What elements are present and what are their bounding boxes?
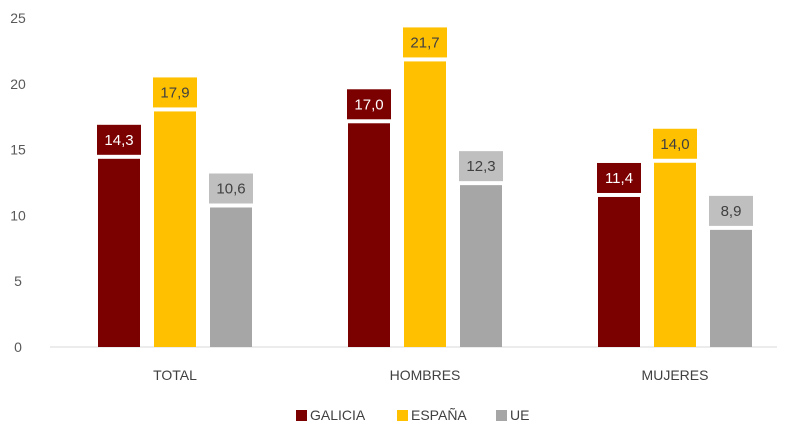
data-label: 14,0 <box>660 136 689 153</box>
y-axis: 0 5 10 15 20 25 <box>10 10 26 355</box>
bar-galicia-hombres <box>348 123 390 347</box>
data-label-box <box>97 124 141 155</box>
data-label-box <box>653 128 697 159</box>
data-label-box <box>709 195 753 226</box>
y-tick-label: 15 <box>10 142 26 158</box>
y-tick-label: 10 <box>10 207 26 223</box>
bar-españa-total <box>154 111 196 347</box>
legend-label-galicia: GALICIA <box>310 407 366 423</box>
data-label-box <box>209 173 253 204</box>
data-label: 21,7 <box>410 34 439 51</box>
bars <box>98 61 752 347</box>
data-label: 12,3 <box>466 158 495 175</box>
bar-ue-mujeres <box>710 229 752 347</box>
bar-galicia-mujeres <box>598 196 640 347</box>
data-label: 14,3 <box>104 132 133 149</box>
legend-label-españa: ESPAÑA <box>411 407 467 423</box>
data-label-box <box>347 89 391 120</box>
y-tick-label: 25 <box>10 10 26 26</box>
data-label-box <box>597 162 641 193</box>
category-label-total: TOTAL <box>153 367 197 383</box>
category-labels: TOTAL HOMBRES MUJERES <box>153 367 708 383</box>
legend-swatch-galicia <box>296 410 307 421</box>
bar-españa-mujeres <box>654 162 696 347</box>
data-label: 17,9 <box>160 84 189 101</box>
legend-swatch-ue <box>496 410 507 421</box>
bar-ue-hombres <box>460 185 502 347</box>
data-label: 17,0 <box>354 96 383 113</box>
data-label-box <box>153 77 197 108</box>
legend: GALICIA ESPAÑA UE <box>296 407 529 423</box>
data-label: 8,9 <box>721 203 742 220</box>
bar-ue-total <box>210 207 252 347</box>
y-tick-label: 0 <box>14 339 22 355</box>
y-tick-label: 20 <box>10 76 26 92</box>
legend-swatch-españa <box>397 410 408 421</box>
bar-españa-hombres <box>404 61 446 347</box>
data-label: 11,4 <box>605 170 633 187</box>
category-label-hombres: HOMBRES <box>390 367 461 383</box>
bar-galicia-total <box>98 158 140 347</box>
data-label-box <box>403 27 447 58</box>
y-tick-label: 5 <box>14 273 22 289</box>
data-label-box <box>459 151 503 182</box>
data-labels: 14,3 17,9 10,6 17,0 21,7 12,3 11,4 14,0 8,9 <box>97 27 753 226</box>
category-label-mujeres: MUJERES <box>642 367 709 383</box>
legend-label-ue: UE <box>510 407 529 423</box>
data-label: 10,6 <box>216 181 245 198</box>
